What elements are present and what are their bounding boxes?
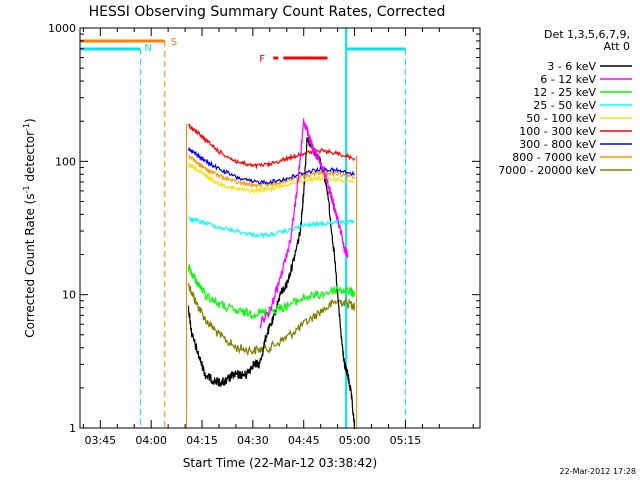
y-tick-label: 10 <box>62 289 76 302</box>
x-tick-label: 04:45 <box>288 434 320 447</box>
legend-entry-label: 800 - 7000 keV <box>512 151 596 164</box>
x-axis: 03:45 04:00 04:15 04:30 04:45 05:00 05:15 <box>82 28 474 447</box>
x-tick-label: 04:15 <box>186 434 218 447</box>
legend-header-detectors: Det 1,3,5,6,7,9, <box>544 28 630 41</box>
y-tick-label: 1000 <box>48 22 76 35</box>
series-line <box>187 263 356 321</box>
x-tick-label: 03:45 <box>84 434 116 447</box>
footer-timestamp: 22-Mar-2012 17:28 <box>560 467 637 476</box>
legend-entry-label: 300 - 800 keV <box>519 138 596 151</box>
series-layer <box>187 118 356 430</box>
y-tick-label: 1 <box>69 422 76 435</box>
legend-entry-label: 3 - 6 keV <box>547 60 596 73</box>
chart-title: HESSI Observing Summary Count Rates, Cor… <box>89 4 446 20</box>
y-axis-label-sup2: -1 <box>22 123 31 131</box>
legend-entry-label: 25 - 50 keV <box>533 99 596 112</box>
y-axis-label-sup1: -1 <box>22 185 31 193</box>
night-label: N <box>144 43 151 54</box>
x-tick-label: 05:00 <box>339 434 371 447</box>
x-tick-label: 04:30 <box>237 434 269 447</box>
x-tick-label: 04:00 <box>135 434 167 447</box>
legend-entry-label: 7000 - 20000 keV <box>498 164 596 177</box>
legend-entry-label: 12 - 25 keV <box>533 86 596 99</box>
legend-header-attenuator: Att 0 <box>604 40 630 53</box>
y-tick-label: 100 <box>55 155 76 168</box>
legend-entry-label: 50 - 100 keV <box>526 112 596 125</box>
series-line <box>188 216 355 239</box>
series-line <box>187 136 356 430</box>
annotation-layer: N S F <box>80 28 406 428</box>
y-axis-label-end: ) <box>23 118 37 123</box>
y-axis-label-mid: detector <box>23 131 37 186</box>
flare-label: F <box>259 54 265 65</box>
legend-entry-label: 100 - 300 keV <box>519 125 596 138</box>
saa-label: S <box>171 37 177 48</box>
series-line <box>188 161 355 195</box>
x-tick-label: 05:15 <box>390 434 422 447</box>
series-line <box>187 283 356 357</box>
y-axis-label: Corrected Count Rate (s-1 detector-1) <box>22 118 37 337</box>
y-axis-label-main: Corrected Count Rate (s <box>23 193 37 337</box>
y-axis: 1 10 100 1000 <box>48 22 480 435</box>
legend-entry-label: 6 - 12 keV <box>540 73 596 86</box>
series-line <box>187 123 356 170</box>
plot-frame <box>79 27 481 429</box>
series-line <box>259 118 349 330</box>
x-axis-label: Start Time (22-Mar-12 03:38:42) <box>183 456 377 470</box>
